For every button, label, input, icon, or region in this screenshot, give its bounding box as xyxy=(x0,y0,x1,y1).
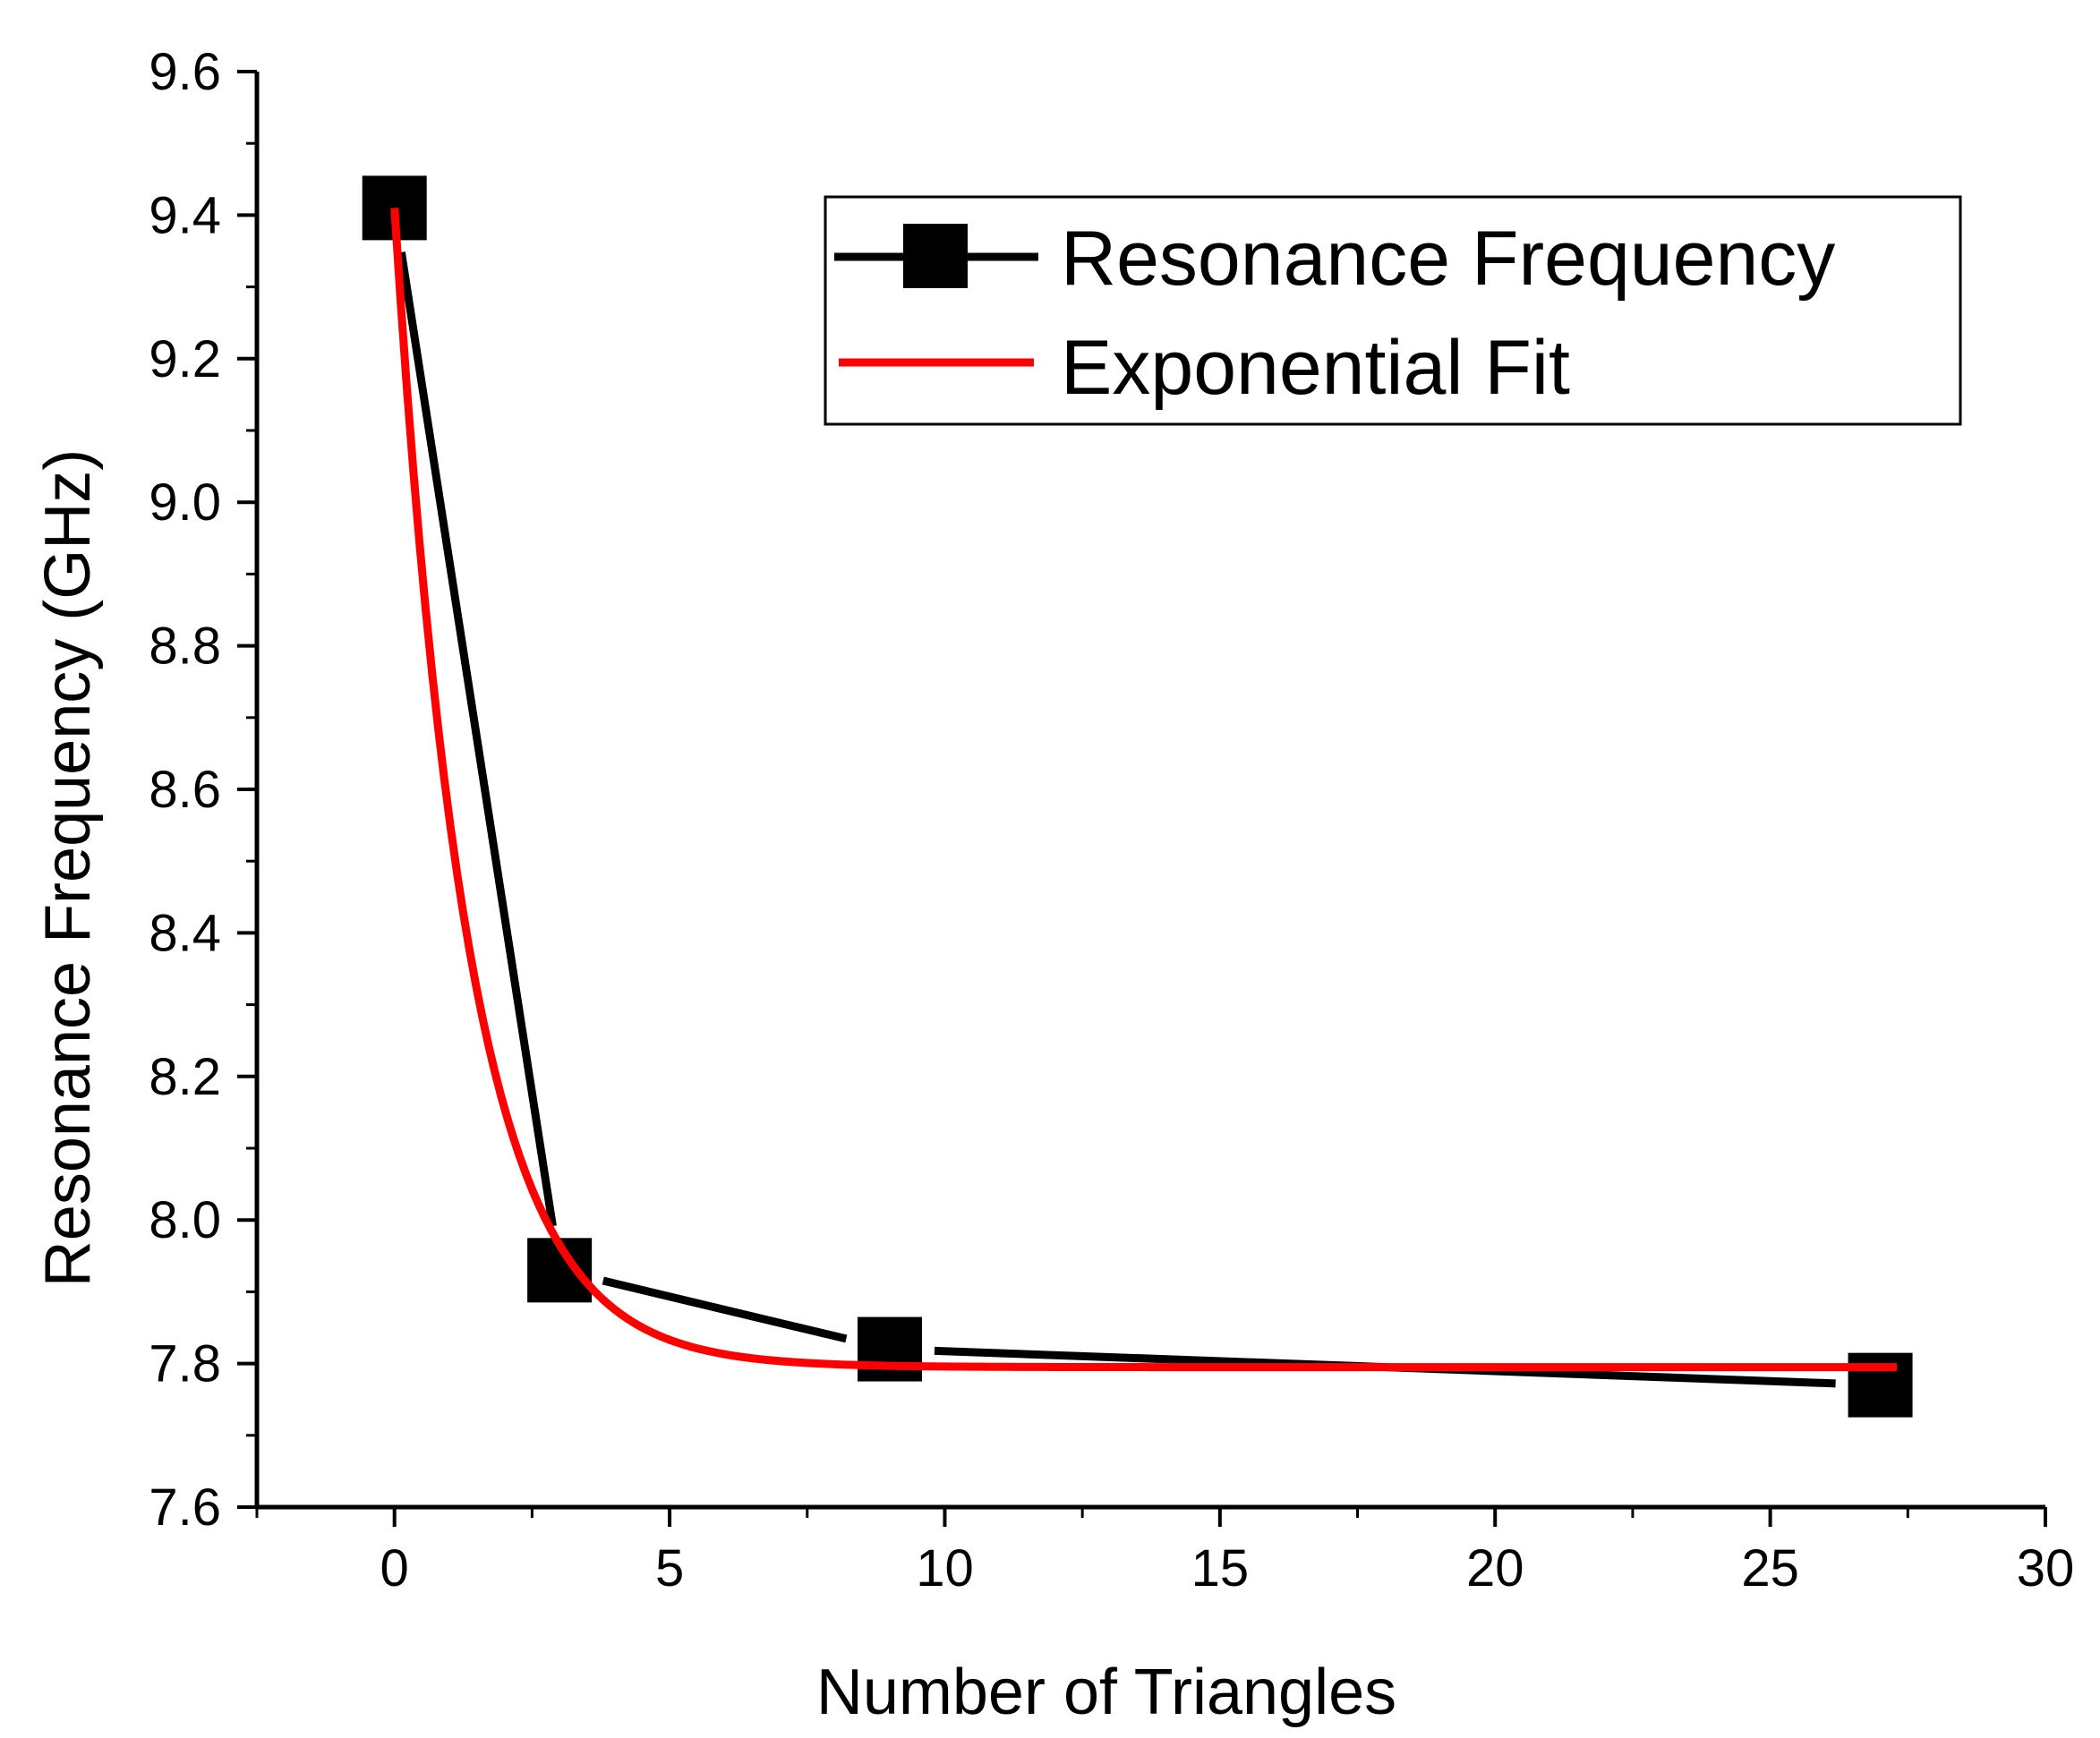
series-exponential-fit xyxy=(390,208,1898,1372)
x-tick-label: 30 xyxy=(2017,1539,2075,1597)
data-point-marker xyxy=(857,1316,922,1382)
x-tick-label: 10 xyxy=(916,1539,974,1597)
legend-box xyxy=(824,195,1962,426)
ticks xyxy=(237,70,2047,1527)
x-axis-title: Number of Triangles xyxy=(816,1657,1396,1728)
y-axis-title: Resonance Frequency (GHz) xyxy=(32,449,104,1287)
y-tick-label: 9.0 xyxy=(149,473,221,532)
y-tick-label: 9.6 xyxy=(149,43,221,101)
x-tick-label: 20 xyxy=(1466,1539,1524,1597)
fit-curve xyxy=(390,208,1898,1372)
data-line-segment xyxy=(602,1276,848,1343)
y-tick-label: 8.2 xyxy=(149,1048,221,1106)
x-tick-label: 0 xyxy=(380,1539,409,1597)
legend-marker-resonance-frequency xyxy=(903,224,968,288)
data-line-segment xyxy=(397,251,557,1227)
y-tick-label: 7.6 xyxy=(149,1478,221,1537)
y-tick-label: 8.6 xyxy=(149,761,221,819)
legend-label-resonance-frequency: Resonance Frequency xyxy=(1061,216,1835,302)
y-tick-label: 9.2 xyxy=(149,330,221,388)
data-point-marker xyxy=(1848,1352,1913,1418)
y-tick-label: 8.8 xyxy=(149,618,221,676)
y-tick-label: 7.8 xyxy=(149,1335,221,1393)
y-tick-label: 9.4 xyxy=(149,186,221,244)
legend-label-exponential-fit: Exponential Fit xyxy=(1061,325,1570,411)
legend: Resonance Frequency Exponential Fit xyxy=(824,195,1962,426)
tick-labels: 0 5 10 15 20 25 30 7.6 7.8 8.0 8.2 8.4 8.6 8.8 9.0 9.2 9… xyxy=(149,43,2074,1597)
y-tick-label: 8.4 xyxy=(149,904,221,962)
x-tick-label: 15 xyxy=(1191,1539,1250,1597)
y-tick-label: 8.0 xyxy=(149,1191,221,1249)
x-tick-label: 25 xyxy=(1741,1539,1799,1597)
x-tick-label: 5 xyxy=(655,1539,684,1597)
